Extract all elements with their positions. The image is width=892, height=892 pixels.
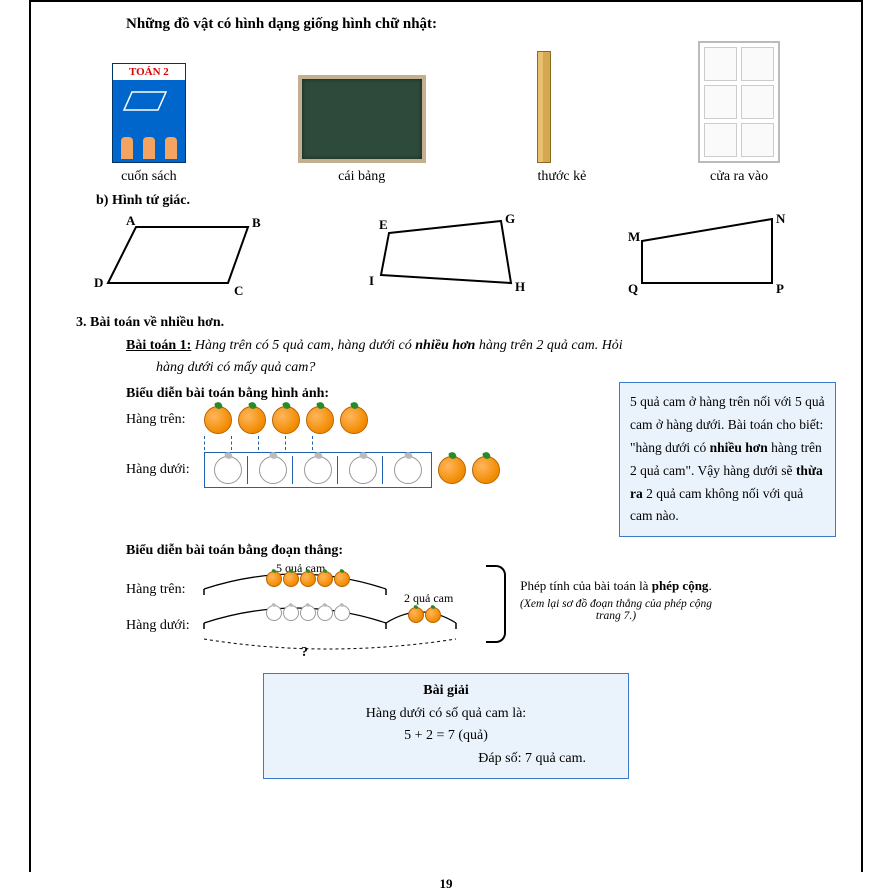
seg-repr-heading: Biểu diễn bài toán bằng đoạn thẳng:	[126, 543, 836, 559]
seg-note-bold: phép cộng	[652, 578, 709, 593]
segment-diagram: 5 quả cam Hàng trên: Hàng dưới: 2 quả ca…	[126, 563, 836, 673]
object-board: cái bảng	[298, 75, 426, 185]
section-3-heading: 3. Bài toán về nhiều hơn.	[76, 315, 836, 331]
orange-outline-icon	[304, 456, 332, 484]
svg-text:I: I	[369, 273, 374, 288]
svg-text:D: D	[94, 275, 103, 290]
svg-text:Q: Q	[628, 281, 638, 296]
top-row-oranges: Hàng trên:	[126, 406, 607, 434]
orange-icon	[272, 406, 300, 434]
solution-box: Bài giải Hàng dưới có số quả cam là: 5 +…	[263, 673, 629, 779]
quad-egih: E G H I	[351, 213, 541, 303]
orange-small-outline-icon	[300, 605, 316, 621]
svg-text:N: N	[776, 213, 786, 226]
orange-icon	[204, 406, 232, 434]
dashed-connectors	[204, 436, 607, 450]
seg-note-pre: Phép tính của bài toán là	[520, 578, 651, 593]
orange-icon	[340, 406, 368, 434]
problem-text-2: hàng trên 2 quả cam. Hỏi	[475, 338, 622, 353]
orange-small-icon	[283, 571, 299, 587]
orange-icon	[438, 456, 466, 484]
orange-small-outline-icon	[283, 605, 299, 621]
svg-text:E: E	[379, 217, 388, 232]
orange-small-outline-icon	[266, 605, 282, 621]
img-repr-heading: Biểu diễn bài toán bằng hình ảnh:	[126, 386, 607, 402]
rect-objects-title: Những đồ vật có hình dạng giống hình chữ…	[126, 16, 836, 33]
page-number: 19	[0, 876, 892, 892]
orange-outline-icon	[259, 456, 287, 484]
book-label: cuốn sách	[112, 169, 186, 185]
question-mark: ?	[301, 645, 308, 661]
door-icon	[698, 41, 780, 163]
book-kids-icon	[116, 119, 182, 159]
ruler-icon	[537, 51, 551, 163]
svg-text:H: H	[515, 279, 525, 294]
svg-text:C: C	[234, 283, 243, 298]
row-bot-label: Hàng dưới:	[126, 462, 204, 478]
orange-small-icon	[266, 571, 282, 587]
board-icon	[298, 75, 426, 163]
object-door: cửa ra vào	[698, 41, 780, 185]
object-ruler: thước kẻ	[537, 51, 586, 185]
book-cover-text: TOÁN 2	[113, 64, 185, 80]
solution-heading: Bài giải	[276, 680, 616, 702]
book-shape-icon	[114, 88, 184, 118]
quadrilaterals-row: A B C D E G H I M N P Q	[56, 213, 836, 303]
solution-answer: Đáp số: 7 quả cam.	[276, 748, 616, 770]
problem-1: Bài toán 1: Hàng trên có 5 quả cam, hàng…	[126, 335, 836, 380]
svg-text:M: M	[628, 229, 640, 244]
section-b-heading: b) Hình tứ giác.	[96, 193, 836, 209]
bracket-icon	[486, 565, 506, 643]
image-representation-row: Biểu diễn bài toán bằng hình ảnh: Hàng t…	[56, 380, 836, 538]
svg-text:Hàng trên:: Hàng trên:	[126, 582, 185, 597]
orange-small-icon	[408, 607, 424, 623]
problem-text-3: hàng dưới có mấy quả cam?	[156, 360, 315, 375]
door-label: cửa ra vào	[698, 169, 780, 185]
bottom-row-oranges: Hàng dưới:	[126, 452, 607, 488]
segment-note: Phép tính của bài toán là phép cộng. (Xe…	[516, 578, 716, 622]
board-label: cái bảng	[298, 169, 426, 185]
info-text-3: 2 quả cam không nối với quả cam nào.	[630, 486, 803, 524]
row-top-label: Hàng trên:	[126, 412, 204, 428]
seg-note-italic: (Xem lại sơ đồ đoạn thẳng của phép cộng …	[516, 598, 716, 622]
orange-small-outline-icon	[317, 605, 333, 621]
orange-outline-icon	[214, 456, 242, 484]
svg-text:B: B	[252, 215, 261, 230]
svg-text:P: P	[776, 281, 784, 296]
svg-text:A: A	[126, 213, 136, 228]
page-frame: Những đồ vật có hình dạng giống hình chữ…	[29, 0, 863, 872]
problem-label: Bài toán 1:	[126, 338, 191, 353]
orange-small-icon	[334, 571, 350, 587]
orange-small-icon	[300, 571, 316, 587]
orange-small-outline-icon	[334, 605, 350, 621]
objects-row: TOÁN 2 cuốn sách cái bảng thước kẻ cửa r…	[56, 41, 836, 185]
solution-line-1: Hàng dưới có số quả cam là:	[276, 703, 616, 725]
seg-note-dot: .	[708, 578, 711, 593]
ruler-label: thước kẻ	[537, 169, 586, 185]
solution-line-2: 5 + 2 = 7 (quả)	[276, 725, 616, 747]
orange-outline-icon	[394, 456, 422, 484]
book-icon: TOÁN 2	[112, 63, 186, 163]
orange-small-icon	[425, 607, 441, 623]
orange-small-icon	[317, 571, 333, 587]
orange-outline-icon	[349, 456, 377, 484]
orange-icon	[238, 406, 266, 434]
quad-abcd: A B C D	[88, 213, 288, 303]
info-bold-1: nhiều hơn	[710, 440, 768, 455]
orange-icon	[472, 456, 500, 484]
seg-caption-2: 2 quả cam	[404, 591, 453, 606]
problem-bold: nhiều hơn	[415, 338, 475, 353]
quad-mnpq: M N P Q	[604, 213, 804, 303]
svg-text:Hàng dưới:: Hàng dưới:	[126, 618, 190, 633]
problem-text-1: Hàng trên có 5 quả cam, hàng dưới có	[195, 338, 415, 353]
orange-icon	[306, 406, 334, 434]
object-book: TOÁN 2 cuốn sách	[112, 63, 186, 185]
svg-text:G: G	[505, 213, 515, 226]
explanation-box: 5 quả cam ở hàng trên nối với 5 quả cam …	[619, 382, 836, 538]
